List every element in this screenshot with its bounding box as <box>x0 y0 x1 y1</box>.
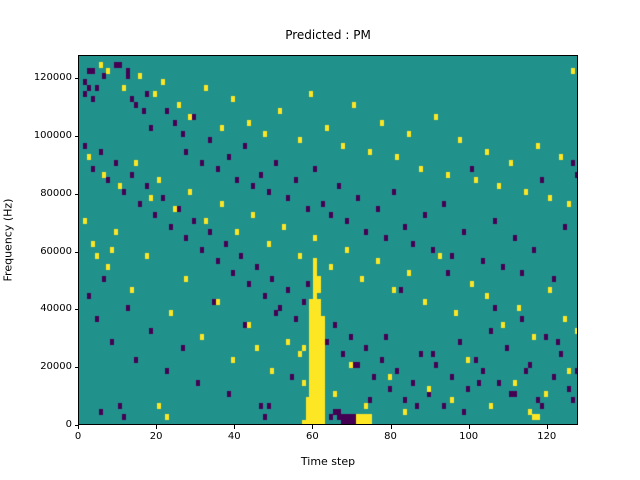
heatmap-plot-area <box>78 55 578 425</box>
x-axis-label: Time step <box>300 455 356 468</box>
x-tick-label: 60 <box>306 431 319 442</box>
y-tick-label: 120000 <box>33 72 72 84</box>
y-tick-label: 0 <box>65 419 72 430</box>
x-tick-mark <box>391 425 392 429</box>
y-tick-mark <box>74 367 78 368</box>
y-tick-mark <box>74 425 78 426</box>
y-tick-label: 80000 <box>40 187 72 199</box>
x-tick-label: 40 <box>227 431 241 442</box>
x-tick-label: 120 <box>537 431 557 442</box>
x-tick-label: 20 <box>149 431 163 442</box>
y-tick-mark <box>74 309 78 310</box>
y-tick-label: 40000 <box>40 303 72 315</box>
x-tick-label: 0 <box>74 431 82 442</box>
page-title: Predicted : PM <box>285 28 371 42</box>
y-tick-label: 20000 <box>40 361 72 373</box>
y-axis-label-wrap: Frequency (Hz) <box>0 55 16 425</box>
x-tick-mark <box>547 425 548 429</box>
y-tick-label: 100000 <box>33 129 72 141</box>
x-tick-label: 80 <box>384 431 397 442</box>
x-tick-mark <box>78 425 79 429</box>
x-tick-label: 100 <box>459 431 479 442</box>
y-tick-mark <box>74 78 78 79</box>
x-tick-mark <box>156 425 157 429</box>
x-tick-mark <box>312 425 313 429</box>
x-tick-mark <box>469 425 470 429</box>
y-tick-label: 60000 <box>40 245 72 257</box>
y-tick-mark <box>74 252 78 253</box>
y-tick-mark <box>74 194 78 195</box>
y-tick-mark <box>74 136 78 137</box>
x-tick-mark <box>234 425 235 429</box>
spectrogram-heatmap <box>79 56 577 424</box>
y-axis-label: Frequency (Hz) <box>1 198 15 282</box>
